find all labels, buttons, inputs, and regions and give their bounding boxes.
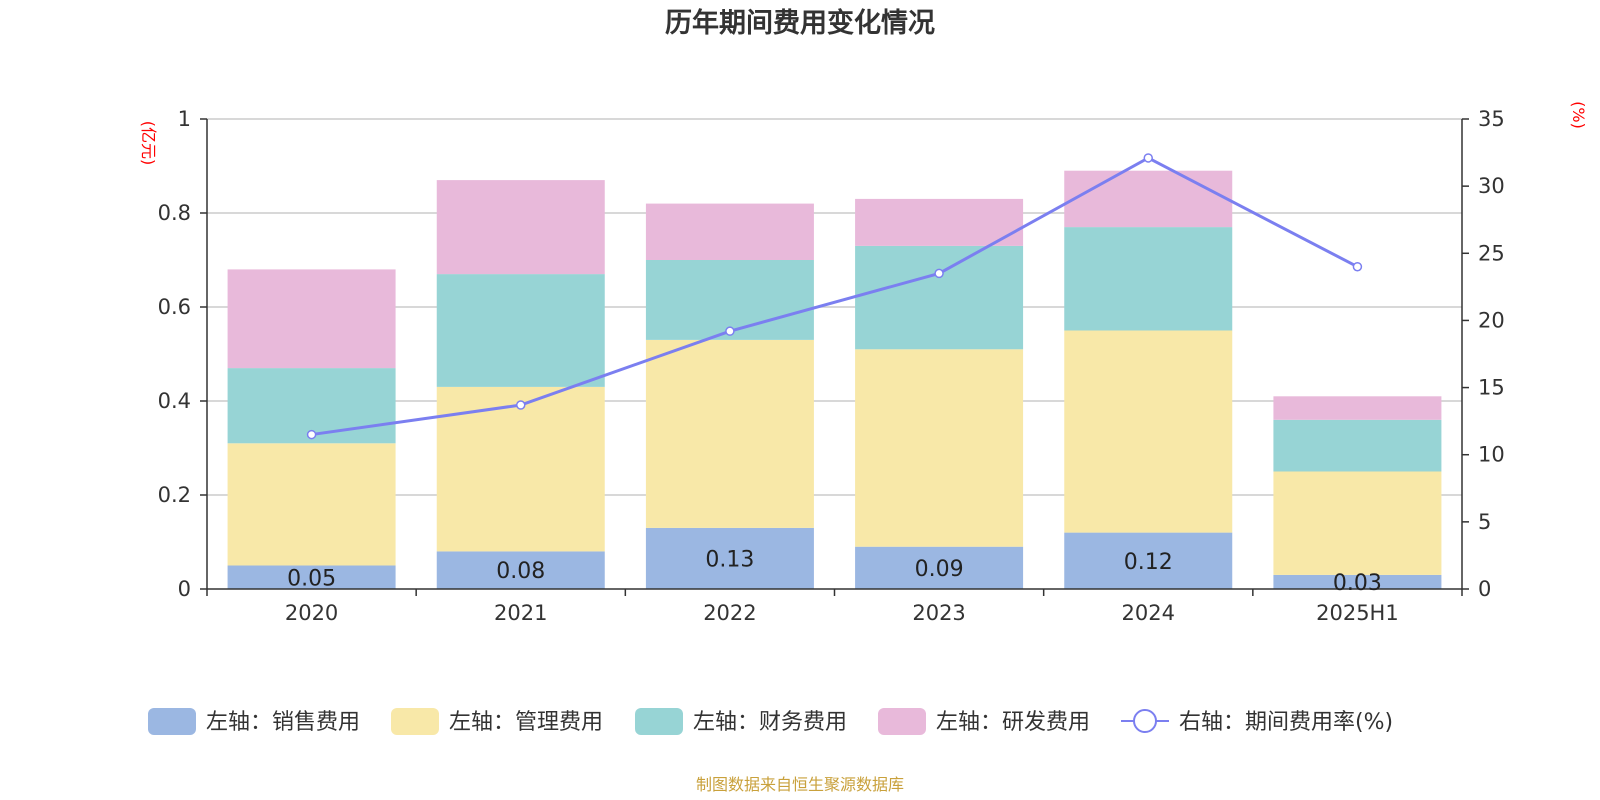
legend-label: 左轴：销售费用 [206,710,360,735]
left-tick-label: 0.6 [158,295,191,319]
bar-value-label: 0.12 [1124,550,1173,575]
x-tick-label: 2025H1 [1316,601,1399,625]
right-tick-label: 35 [1478,107,1505,131]
right-tick-label: 30 [1478,174,1505,198]
legend-swatch [391,708,439,735]
bar-segment [1064,532,1233,589]
bar-value-label: 0.08 [496,559,545,584]
bar-segment [436,180,605,275]
bar-segment [227,443,396,566]
bar-segment [1273,471,1442,575]
bar-segment [227,565,396,589]
bar-segment [1273,574,1442,589]
legend-swatch [148,708,196,735]
x-tick-label: 2024 [1122,601,1175,625]
bar-segment [645,339,814,528]
legend-label: 右轴：期间费用率(%) [1179,710,1393,735]
right-axis-unit: (%) [1569,101,1588,129]
chart-title: 历年期间费用变化情况 [665,7,935,39]
rate-point [1143,153,1153,163]
bar-segment [436,551,605,589]
bar-segment [436,386,605,552]
left-tick-label: 0.8 [158,201,191,225]
x-tick-label: 2021 [494,601,547,625]
legend-swatch [635,708,683,735]
bar-segment [1064,227,1233,331]
right-tick-label: 25 [1478,241,1505,265]
right-tick-label: 15 [1478,376,1505,400]
bar-segment [645,527,814,589]
bar-segment [1273,396,1442,420]
left-tick-label: 0.4 [158,389,191,413]
bars [227,170,1442,589]
rate-point [1352,261,1363,272]
left-tick-label: 0.2 [158,483,191,507]
bar-value-label: 0.13 [705,547,754,572]
bar-labels: 0.05 0.08 0.13 0.09 0.12 0.03 [287,547,1382,596]
right-tick-label: 10 [1478,443,1505,467]
bar-segment [1064,170,1233,228]
legend-label: 左轴：财务费用 [693,710,847,735]
bar-segment [1273,419,1442,472]
x-tick-label: 2022 [703,601,756,625]
rate-point [725,326,735,336]
bar-segment [855,198,1024,246]
bar-segment [855,546,1024,589]
left-tick-label: 0 [178,577,191,601]
legend-label: 左轴：管理费用 [449,710,603,735]
bar-value-label: 0.03 [1333,571,1382,596]
bar-value-label: 0.05 [287,566,336,591]
legend-marker [1133,709,1157,733]
legend-label: 左轴：研发费用 [936,710,1090,735]
legend-swatch [878,708,926,735]
rate-line [306,153,1363,440]
legend: 左轴：销售费用 左轴：管理费用 左轴：财务费用 左轴：研发费用 右轴：期间费用率(%) [148,708,1393,735]
bar-segment [436,274,605,387]
right-tick-label: 5 [1478,510,1491,534]
bar-segment [645,203,814,260]
bar-segment [855,349,1024,547]
left-axis-unit: (亿元) [139,121,158,166]
right-tick-label: 0 [1478,577,1491,601]
rate-point [306,429,317,440]
bar-segment [1064,330,1233,533]
left-tick-label: 1 [178,107,191,131]
bar-segment [855,245,1024,350]
rate-polyline [311,156,1359,437]
bar-value-label: 0.09 [915,557,964,582]
bar-segment [227,269,396,369]
rate-point [516,400,526,410]
source-note: 制图数据来自恒生聚源数据库 [696,775,904,794]
rate-point [934,268,944,279]
right-tick-label: 20 [1478,308,1505,332]
x-tick-label: 2023 [912,601,965,625]
x-tick-label: 2020 [285,601,338,625]
